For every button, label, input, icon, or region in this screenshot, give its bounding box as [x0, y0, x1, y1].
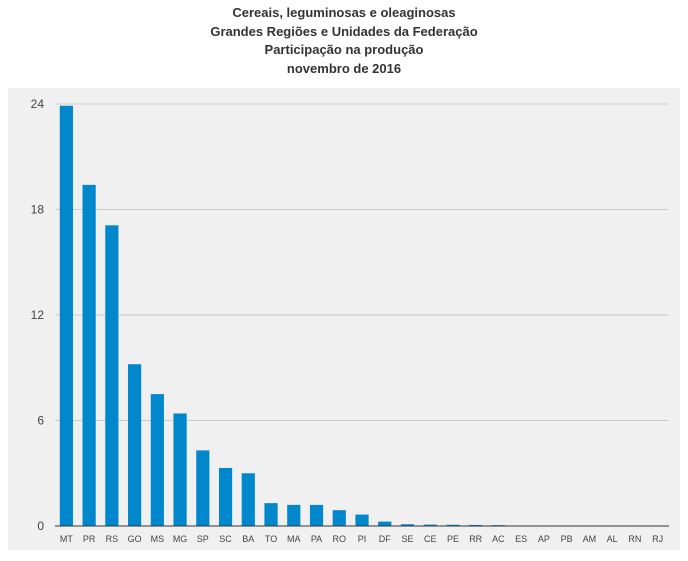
- x-tick-label-ba: BA: [242, 534, 254, 544]
- x-tick-label-ro: RO: [333, 534, 347, 544]
- x-tick-label-rs: RS: [106, 534, 119, 544]
- x-tick-label-sc: SC: [219, 534, 232, 544]
- x-tick-label-pe: PE: [447, 534, 459, 544]
- y-tick-label: 18: [31, 203, 45, 217]
- x-tick-label-go: GO: [128, 534, 142, 544]
- bar-to[interactable]: [264, 503, 278, 526]
- x-tick-label-al: AL: [607, 534, 618, 544]
- title-line-3: Participação na produção: [264, 42, 424, 57]
- bar-pi[interactable]: [355, 514, 369, 526]
- x-tick-label-ma: MA: [287, 534, 301, 544]
- bar-rr[interactable]: [469, 524, 483, 526]
- x-tick-label-pb: PB: [561, 534, 573, 544]
- bar-ce[interactable]: [423, 524, 437, 526]
- bar-rs[interactable]: [105, 225, 119, 526]
- bar-mg[interactable]: [173, 413, 187, 526]
- bar-sc[interactable]: [218, 467, 233, 526]
- y-tick-label: 24: [31, 97, 45, 111]
- chart-title: Cereais, leguminosas e oleaginosas Grand…: [0, 4, 688, 78]
- bar-ma[interactable]: [287, 504, 301, 526]
- x-tick-label-df: DF: [379, 534, 391, 544]
- title-line-2: Grandes Regiões e Unidades da Federação: [210, 23, 478, 39]
- x-tick-label-ac: AC: [492, 534, 505, 544]
- x-tick-label-rr: RR: [469, 534, 482, 544]
- x-tick-label-rj: RJ: [652, 534, 663, 544]
- x-tick-label-es: ES: [515, 534, 527, 544]
- x-tick-label-am: AM: [583, 534, 597, 544]
- x-tick-label-pr: PR: [83, 534, 96, 544]
- x-tick-label-ce: CE: [424, 534, 437, 544]
- bar-se[interactable]: [400, 524, 415, 526]
- x-tick-label-ap: AP: [538, 534, 550, 544]
- bar-pr[interactable]: [82, 184, 96, 526]
- y-axis-ticks: 0 6 12 18 24: [31, 97, 45, 533]
- bar-ba[interactable]: [241, 473, 255, 526]
- bar-pa[interactable]: [309, 504, 324, 526]
- x-tick-label-pa: PA: [311, 534, 322, 544]
- plot-background: [8, 88, 680, 550]
- bar-mt[interactable]: [59, 105, 73, 526]
- x-tick-label-sp: SP: [197, 534, 209, 544]
- x-tick-label-to: TO: [265, 534, 277, 544]
- title-line-4: novembro de 2016: [286, 60, 402, 76]
- bar-ms[interactable]: [150, 394, 164, 527]
- y-tick-label: 6: [37, 414, 44, 428]
- bars: [59, 105, 665, 527]
- y-tick-label: 0: [37, 519, 44, 533]
- x-axis-ticks: MT PR RS GO MS MG SP SC BA TO MA PA RO PI DF SE CE PE RR AC…: [60, 534, 663, 544]
- x-tick-label-mg: MG: [173, 534, 188, 544]
- x-tick-label-rn: RN: [628, 534, 641, 544]
- x-tick-label-pi: PI: [358, 534, 367, 544]
- bar-pe[interactable]: [446, 524, 460, 526]
- x-tick-label-mt: MT: [60, 534, 73, 544]
- bar-sp[interactable]: [196, 450, 210, 526]
- bar-df[interactable]: [378, 521, 392, 526]
- x-tick-label-se: SE: [401, 534, 413, 544]
- y-tick-label: 12: [31, 308, 45, 322]
- x-tick-label-ms: MS: [151, 534, 165, 544]
- bar-go[interactable]: [128, 364, 142, 526]
- title-line-1: Cereais, leguminosas e oleaginosas: [232, 5, 456, 20]
- bar-ro[interactable]: [332, 510, 346, 526]
